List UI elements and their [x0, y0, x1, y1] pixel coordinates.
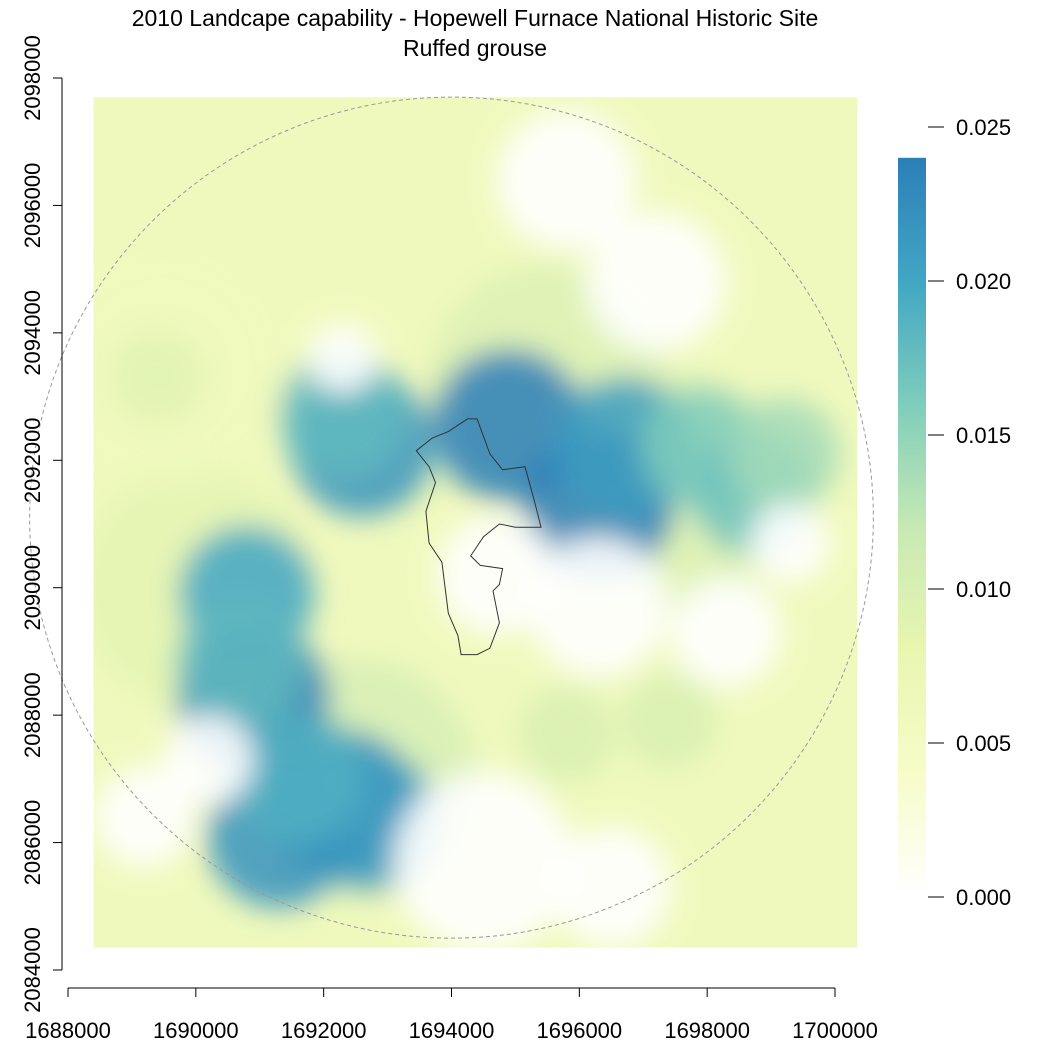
legend-tick-label: 0.005	[956, 731, 1011, 756]
legend-tick-label: 0.015	[956, 423, 1011, 448]
raster-opening	[586, 211, 727, 352]
raster-opening	[750, 503, 831, 584]
y-tick-label: 2088000	[20, 672, 45, 758]
x-tick-label: 1688000	[25, 1018, 111, 1043]
y-tick-label: 2086000	[20, 800, 45, 886]
x-tick-label: 1690000	[153, 1018, 239, 1043]
raster-opening	[163, 714, 254, 805]
x-tick-label: 1694000	[409, 1018, 495, 1043]
y-tick-label: 2096000	[20, 163, 45, 249]
x-tick-label: 1698000	[664, 1018, 750, 1043]
capability-raster	[93, 97, 858, 948]
raster-opening	[393, 771, 574, 948]
raster-opening	[528, 536, 669, 677]
raster-hotspot	[111, 331, 204, 424]
y-tick-label: 2094000	[20, 290, 45, 376]
raster-opening	[671, 577, 782, 688]
x-tick-label: 1700000	[792, 1018, 878, 1043]
y-tick-label: 2090000	[20, 545, 45, 631]
raster-hotspot	[620, 673, 717, 770]
site-boundary	[415, 418, 542, 656]
raster-opening	[551, 827, 672, 948]
legend-color-bar	[898, 157, 926, 898]
legend-tick-label: 0.025	[956, 115, 1011, 140]
raster-hotspot	[727, 397, 840, 510]
color-legend: 0.000 0.005 0.010 0.015 0.020 0.025	[898, 115, 1011, 910]
chart-subtitle: Ruffed grouse	[403, 35, 547, 61]
y-tick-label: 2084000	[20, 927, 45, 1013]
raster-hotspot	[518, 686, 615, 783]
chart-title: 2010 Landcape capability - Hopewell Furn…	[132, 5, 819, 31]
x-tick-label: 1696000	[537, 1018, 623, 1043]
raster-opening	[436, 514, 557, 635]
y-tick-label: 2092000	[20, 417, 45, 503]
raster-hotspot	[278, 351, 407, 480]
legend-tick-label: 0.020	[956, 269, 1011, 294]
boundaries	[29, 96, 874, 939]
raster-hotspot	[176, 600, 305, 729]
raster-blobs	[93, 109, 840, 948]
legend-tick-label: 0.010	[956, 577, 1011, 602]
x-axis: 1688000 1690000 1692000 1694000 1696000 16980…	[25, 987, 878, 1043]
landscape-boundary	[29, 96, 874, 939]
raster-opening	[94, 767, 195, 868]
raster-hotspot	[232, 712, 365, 845]
legend-tick-label: 0.000	[956, 885, 1011, 910]
raster-opening	[307, 323, 378, 394]
y-tick-label: 2098000	[20, 35, 45, 121]
raster-opening	[496, 109, 637, 250]
y-axis: 2084000 2086000 2088000 2090000 2092000 20940…	[20, 35, 63, 1013]
x-tick-label: 1692000	[281, 1018, 367, 1043]
